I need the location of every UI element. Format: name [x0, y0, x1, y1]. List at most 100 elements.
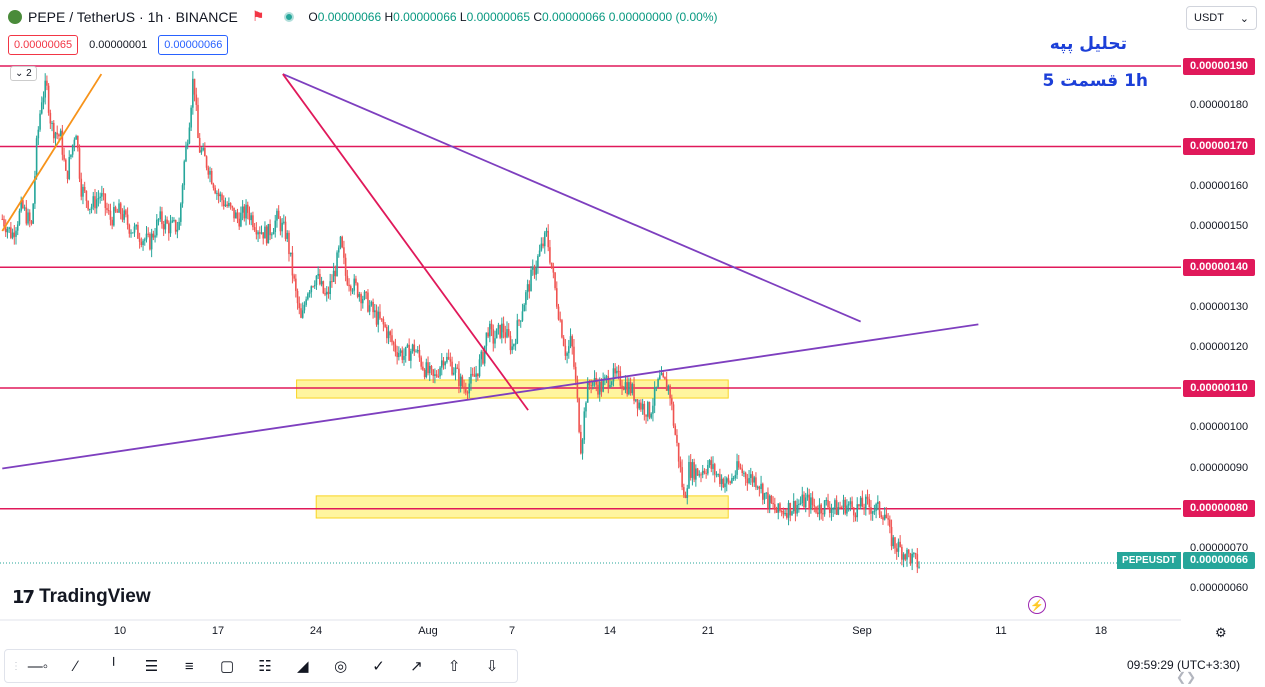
candle-body: [348, 284, 350, 287]
candle-body: [59, 130, 62, 137]
candle-body: [11, 232, 14, 238]
flag-icon[interactable]: ⚑: [251, 8, 265, 24]
candle-body: [585, 402, 587, 412]
triangle-pattern-icon[interactable]: ◢: [297, 658, 309, 675]
candle-body: [918, 566, 920, 568]
circle-icon[interactable]: ◎: [334, 658, 348, 675]
candle-body: [796, 504, 798, 514]
down-arrow-icon[interactable]: ⇩: [485, 658, 499, 675]
cursor-line-icon[interactable]: —◦: [27, 657, 49, 675]
candle-body: [660, 373, 663, 376]
candle-body: [600, 381, 603, 392]
annotation-line-2[interactable]: 1h قسمت 5: [1042, 71, 1148, 91]
candle-body: [631, 384, 634, 394]
candle-body: [210, 170, 213, 184]
time-tick-label: 10: [113, 625, 127, 637]
fib-icon[interactable]: ≡: [184, 657, 194, 675]
candle-body: [361, 299, 364, 304]
candle-body: [916, 554, 919, 568]
candle-body: [3, 219, 5, 227]
tradingview-logo[interactable]: 17 TradingView: [12, 586, 151, 608]
candle-body: [416, 349, 419, 352]
candle-body: [683, 487, 685, 496]
candle-body: [744, 472, 747, 479]
parallel-channel-icon[interactable]: ☰: [144, 658, 159, 675]
candle-body: [102, 193, 105, 195]
rectangle-icon[interactable]: ▢: [220, 658, 235, 675]
candle-body: [190, 107, 192, 128]
candle-body: [531, 266, 534, 270]
sell-button[interactable]: 0.00000065: [8, 35, 79, 55]
candle-body: [676, 434, 678, 443]
candle-body: [487, 332, 489, 337]
arrow-icon[interactable]: ↗: [410, 658, 423, 675]
candle-body: [382, 319, 385, 325]
candle-body: [387, 331, 390, 339]
candle-body: [423, 369, 426, 378]
candle-body: [645, 414, 647, 417]
candle-body: [341, 236, 343, 248]
candle-body: [732, 477, 735, 479]
candle-body: [846, 505, 848, 514]
vertical-line-icon[interactable]: ╵: [109, 658, 119, 675]
candle-body: [909, 553, 912, 564]
buy-button[interactable]: 0.00000066: [158, 35, 229, 55]
candle-body: [782, 511, 785, 515]
drag-grip-icon[interactable]: ⋮: [11, 660, 21, 672]
candle-body: [583, 411, 586, 440]
candle-body: [188, 127, 191, 144]
candle-body: [301, 310, 304, 318]
level-price-tag: 0.00000080: [1183, 500, 1255, 518]
candle-body: [1, 218, 4, 220]
grid-icon[interactable]: ☷: [258, 658, 272, 675]
candle-body: [597, 384, 599, 395]
candle-body: [823, 500, 826, 515]
candle-body: [295, 278, 297, 291]
candle-body: [360, 294, 362, 304]
candle-body: [95, 199, 98, 209]
candle-body: [174, 219, 177, 232]
candle-body: [502, 323, 505, 333]
chevron-down-icon: ⌄: [1239, 13, 1249, 25]
brush-icon[interactable]: ✓: [372, 658, 385, 675]
candle-body: [291, 252, 294, 276]
candle-body: [852, 507, 855, 516]
bolt-icon[interactable]: ⚡: [1028, 596, 1046, 614]
candle-body: [883, 514, 886, 520]
candle-body: [913, 553, 915, 555]
time-tick-label: 11: [995, 625, 1007, 637]
candle-body: [216, 192, 218, 194]
candle-body: [616, 370, 618, 374]
live-dot-icon: [284, 11, 295, 22]
candle-body: [566, 353, 568, 356]
symbol-title[interactable]: PEPE / TetherUS · 1h · BINANCE: [28, 8, 238, 25]
candle-body: [640, 402, 642, 410]
candle-body: [380, 318, 383, 320]
level-price-tag: 0.00000140: [1183, 258, 1255, 276]
candle-body: [748, 477, 750, 484]
trend-line-icon[interactable]: ∕: [74, 657, 78, 675]
candle-body: [454, 367, 457, 373]
gear-icon[interactable]: ⚙: [1215, 625, 1227, 640]
annotation-line-1[interactable]: تحلیل پپه: [1049, 34, 1127, 54]
clock[interactable]: 09:59:29 (UTC+3:30): [1127, 658, 1241, 672]
candle-body: [18, 210, 21, 225]
up-arrow-icon[interactable]: ⇧: [447, 658, 461, 675]
candle-body: [181, 185, 184, 204]
resize-handle-icon[interactable]: ❮❯: [1176, 670, 1197, 684]
candle-body: [85, 190, 88, 201]
time-tick-label: Sep: [852, 625, 872, 637]
candle-body: [581, 439, 584, 454]
candle-body: [808, 494, 810, 510]
candle-body: [286, 232, 289, 239]
candle-body: [762, 483, 764, 500]
candle-body: [686, 488, 689, 499]
price-tick-label: 0.00000150: [1190, 220, 1249, 232]
candle-body: [185, 145, 187, 162]
candle-body: [152, 233, 155, 238]
currency-select[interactable]: USDT ⌄: [1186, 6, 1257, 30]
candle-body: [734, 474, 737, 478]
candle-body: [525, 292, 527, 305]
indicators-toggle-button[interactable]: ⌄ 2: [10, 66, 37, 81]
